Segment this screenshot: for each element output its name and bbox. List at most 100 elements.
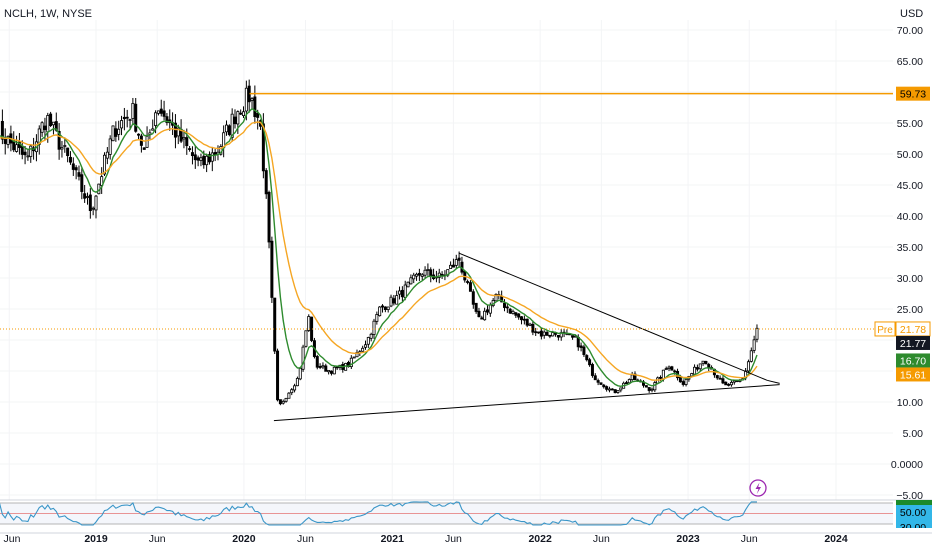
candle-body: [613, 389, 617, 394]
candle-body: [324, 365, 328, 372]
price-tick-label: 35.00: [897, 242, 923, 254]
candle-body: [295, 378, 299, 387]
candle-body: [494, 294, 498, 302]
candle-body: [68, 156, 72, 163]
candle-body: [661, 369, 665, 380]
candle-body: [417, 272, 421, 276]
candle-body: [0, 120, 4, 140]
candle-body: [46, 115, 50, 133]
price-tick-label: 45.00: [897, 180, 923, 192]
candle-body: [202, 155, 206, 166]
candle-body: [721, 378, 725, 384]
time-tick-label: Jun: [4, 533, 21, 545]
candle-body: [531, 323, 535, 333]
candle-body: [670, 366, 674, 371]
candle-body: [375, 314, 379, 322]
candle-body: [704, 360, 708, 365]
symbol-title: NCLH, 1W, NYSE: [4, 8, 93, 20]
flash-icon[interactable]: [749, 479, 767, 497]
candle-body: [329, 370, 333, 374]
candle-body: [437, 272, 441, 278]
candle-body: [298, 368, 302, 380]
candle-body: [270, 240, 274, 298]
candle-body: [398, 290, 402, 295]
candle-body: [590, 364, 594, 376]
rsi-value-label: 50.00: [900, 507, 926, 519]
price-badge: [896, 367, 930, 382]
candle-body: [525, 318, 529, 326]
time-tick-label: 2021: [381, 533, 405, 545]
time-tick-label: Jun: [297, 533, 314, 545]
candle-body: [454, 259, 458, 266]
candle-body: [429, 269, 433, 277]
candle-body: [537, 331, 541, 334]
candle-body: [267, 191, 271, 243]
candle-body: [468, 282, 472, 292]
candle-body: [188, 148, 192, 150]
candle-body: [488, 304, 492, 314]
candle-body: [633, 373, 637, 381]
candle-body: [522, 318, 526, 321]
candle-body: [242, 111, 246, 117]
candle-body: [659, 376, 663, 379]
overlays-layer: [0, 92, 893, 422]
candle-body: [349, 357, 353, 368]
candle-body: [40, 122, 44, 133]
price-badge-value: 21.78: [900, 324, 926, 336]
candle-body: [94, 195, 98, 211]
candle-body: [520, 316, 524, 321]
candle-body: [352, 356, 356, 359]
candle-body: [616, 390, 620, 393]
chart-grid: [0, 20, 893, 500]
time-tick-label: Jun: [149, 533, 166, 545]
candle-body: [480, 317, 484, 320]
candle-body: [114, 128, 118, 137]
candle-body: [88, 194, 92, 212]
price-tick-label: 30.00: [897, 273, 923, 285]
rsi-top-badge: [896, 500, 932, 505]
pre-market-tag: [874, 321, 896, 337]
candle-body: [729, 382, 733, 386]
candle-body: [23, 151, 27, 156]
candle-body: [571, 335, 575, 338]
resistance-badge-value: 59.73: [900, 89, 926, 101]
candle-body: [49, 113, 53, 126]
candle-body: [207, 154, 211, 163]
price-badge-value: 21.77: [900, 338, 926, 350]
price-badge-value: 15.61: [900, 369, 926, 381]
candle-body: [477, 310, 481, 318]
candle-body: [650, 388, 654, 391]
candle-body: [389, 296, 393, 307]
candle-body: [332, 366, 336, 375]
candle-body: [244, 87, 248, 112]
candle-body: [284, 397, 288, 402]
candle-body: [420, 274, 424, 277]
candle-body: [542, 331, 546, 336]
candle-body: [273, 297, 277, 352]
candle-body: [395, 295, 399, 305]
candle-body: [667, 366, 671, 370]
candle-body: [752, 339, 756, 351]
candles-layer: [0, 79, 759, 406]
candle-body: [165, 116, 169, 123]
candle-body: [545, 332, 549, 336]
candle-body: [239, 112, 243, 115]
candle-body: [681, 381, 685, 385]
candle-body: [137, 133, 141, 136]
candle-body: [210, 152, 214, 162]
candle-body: [293, 385, 297, 391]
candle-body: [60, 147, 64, 150]
candle-body: [185, 137, 189, 147]
candle-body: [392, 298, 396, 304]
candle-body: [156, 110, 160, 114]
candle-body: [485, 309, 489, 313]
candle-body: [91, 207, 95, 210]
candle-body: [727, 383, 731, 386]
candle-body: [196, 157, 200, 161]
rsi-line: [0, 501, 757, 526]
candle-body: [190, 152, 194, 157]
candle-body: [619, 387, 623, 391]
candle-body: [755, 327, 759, 340]
time-tick-label: Jun: [593, 533, 610, 545]
